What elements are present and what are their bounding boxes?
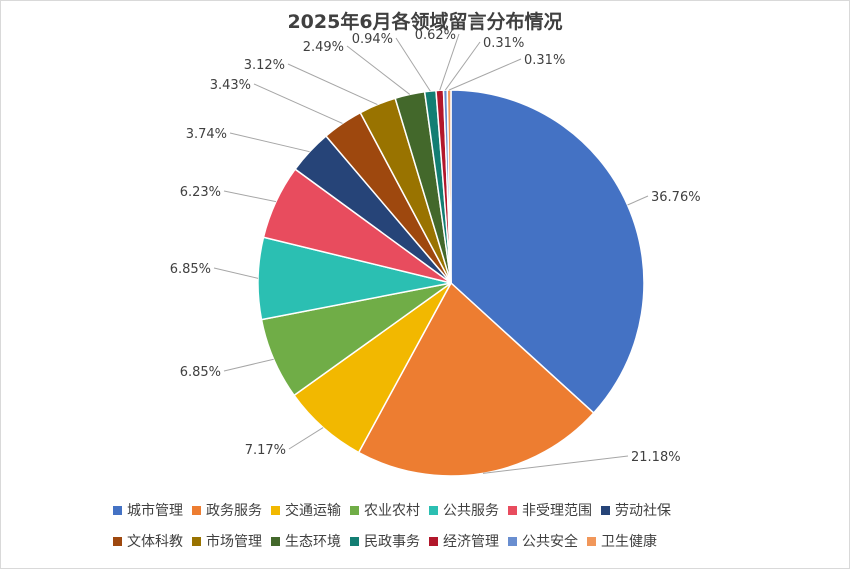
data-label: 0.94% xyxy=(352,32,393,47)
leader-line xyxy=(482,455,629,474)
legend-label: 文体科教 xyxy=(127,534,183,550)
legend-swatch xyxy=(271,505,280,515)
data-label: 0.62% xyxy=(415,28,456,43)
pie-chart: 36.76% 21.18% 7.17% 6.85% 6.85% 6.23% 3.74% 3.4… xyxy=(170,28,701,477)
legend-swatch xyxy=(113,536,122,546)
pie-slice xyxy=(450,89,645,415)
leader-line xyxy=(448,58,522,91)
legend-item: 非受理范围 xyxy=(508,501,592,519)
chart-title: 2025年6月各领域留言分布情况 xyxy=(287,11,563,33)
legend-swatch xyxy=(192,536,201,546)
leader-line xyxy=(229,132,310,153)
data-label: 3.74% xyxy=(186,127,227,142)
leader-line xyxy=(253,83,343,124)
legend-swatch xyxy=(350,505,359,515)
data-label: 6.23% xyxy=(180,185,221,200)
leader-line xyxy=(346,45,411,95)
legend-item: 交通运输 xyxy=(271,501,341,519)
legend: 城市管理 政务服务 交通运输 农业农村 公共服务 非受理范围 劳动社保文体科教 市场管理 生态环… xyxy=(113,501,753,550)
data-label: 6.85% xyxy=(170,262,211,277)
legend-item: 城市管理 xyxy=(113,501,183,519)
data-label: 21.18% xyxy=(631,450,681,465)
legend-label: 交通运输 xyxy=(285,503,341,519)
legend-item: 公共安全 xyxy=(508,532,578,550)
legend-label: 劳动社保 xyxy=(615,503,671,519)
legend-label: 卫生健康 xyxy=(601,534,657,550)
legend-label: 市场管理 xyxy=(206,534,262,550)
data-label: 3.12% xyxy=(244,58,285,73)
data-label: 2.49% xyxy=(303,40,344,55)
data-label: 0.31% xyxy=(524,53,565,68)
legend-swatch xyxy=(350,536,359,546)
legend-item: 农业农村 xyxy=(350,501,420,519)
data-label: 3.43% xyxy=(210,78,251,93)
legend-label: 城市管理 xyxy=(127,503,183,519)
legend-label: 公共服务 xyxy=(443,503,499,519)
legend-item: 政务服务 xyxy=(192,501,262,519)
legend-item: 劳动社保 xyxy=(601,501,671,519)
data-label: 6.85% xyxy=(180,365,221,380)
legend-swatch xyxy=(429,536,438,546)
legend-label: 民政事务 xyxy=(364,534,420,550)
leader-line xyxy=(213,267,259,279)
legend-swatch xyxy=(601,505,610,515)
legend-item: 民政事务 xyxy=(350,532,420,550)
data-label: 7.17% xyxy=(245,443,286,458)
data-label: 0.31% xyxy=(483,36,524,51)
legend-label: 经济管理 xyxy=(443,534,499,550)
legend-swatch xyxy=(429,505,438,515)
legend-item: 生态环境 xyxy=(271,532,341,550)
leader-line xyxy=(627,195,649,206)
legend-swatch xyxy=(113,505,122,515)
legend-item: 市场管理 xyxy=(192,532,262,550)
legend-label: 公共安全 xyxy=(522,534,578,550)
leader-line xyxy=(444,41,481,91)
leader-line xyxy=(288,427,324,450)
legend-label: 非受理范围 xyxy=(522,503,592,519)
legend-swatch xyxy=(508,505,517,515)
legend-label: 政务服务 xyxy=(206,503,262,519)
leader-line xyxy=(223,358,274,372)
legend-swatch xyxy=(192,505,201,515)
legend-item: 文体科教 xyxy=(113,532,183,550)
legend-swatch xyxy=(587,536,596,546)
legend-label: 农业农村 xyxy=(364,503,420,519)
data-label: 36.76% xyxy=(651,190,701,205)
legend-item: 卫生健康 xyxy=(587,532,657,550)
pie-slice xyxy=(357,281,595,477)
legend-item: 经济管理 xyxy=(429,532,499,550)
leader-line xyxy=(395,37,431,92)
legend-label: 生态环境 xyxy=(285,534,341,550)
leader-line xyxy=(287,63,378,106)
leader-line xyxy=(439,33,460,91)
leader-line xyxy=(223,190,277,203)
legend-swatch xyxy=(508,536,517,546)
legend-item: 公共服务 xyxy=(429,501,499,519)
legend-swatch xyxy=(271,536,280,546)
